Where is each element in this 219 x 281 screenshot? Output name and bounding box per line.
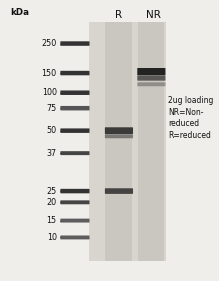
- FancyBboxPatch shape: [60, 151, 90, 155]
- FancyBboxPatch shape: [89, 22, 166, 261]
- Text: 100: 100: [42, 88, 57, 97]
- Text: 75: 75: [46, 104, 57, 113]
- FancyBboxPatch shape: [137, 68, 165, 75]
- Text: 150: 150: [42, 69, 57, 78]
- Text: kDa: kDa: [10, 8, 29, 17]
- Text: 25: 25: [46, 187, 57, 196]
- Text: 15: 15: [47, 216, 57, 225]
- Text: NR: NR: [147, 10, 161, 21]
- FancyBboxPatch shape: [60, 106, 90, 110]
- FancyBboxPatch shape: [137, 76, 165, 81]
- Text: R: R: [115, 10, 122, 21]
- FancyBboxPatch shape: [60, 128, 90, 133]
- FancyBboxPatch shape: [137, 82, 165, 86]
- FancyBboxPatch shape: [60, 41, 90, 46]
- FancyBboxPatch shape: [138, 22, 164, 261]
- Text: 37: 37: [47, 149, 57, 158]
- FancyBboxPatch shape: [105, 188, 133, 194]
- FancyBboxPatch shape: [105, 134, 133, 138]
- Text: 10: 10: [47, 233, 57, 242]
- Text: 2ug loading
NR=Non-
reduced
R=reduced: 2ug loading NR=Non- reduced R=reduced: [168, 96, 214, 140]
- FancyBboxPatch shape: [60, 219, 90, 223]
- FancyBboxPatch shape: [60, 200, 90, 204]
- Text: 250: 250: [41, 39, 57, 48]
- FancyBboxPatch shape: [60, 90, 90, 95]
- FancyBboxPatch shape: [60, 189, 90, 193]
- FancyBboxPatch shape: [105, 22, 132, 261]
- Text: 20: 20: [47, 198, 57, 207]
- FancyBboxPatch shape: [60, 71, 90, 75]
- FancyBboxPatch shape: [105, 127, 133, 134]
- FancyBboxPatch shape: [60, 235, 90, 239]
- Text: 50: 50: [47, 126, 57, 135]
